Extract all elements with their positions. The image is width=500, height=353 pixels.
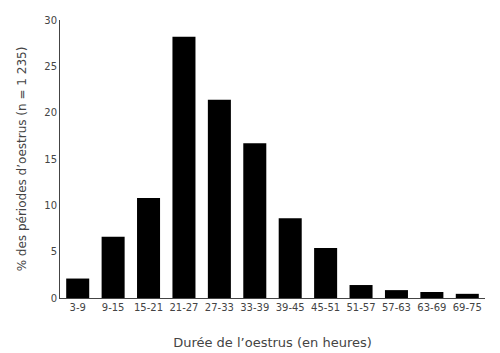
svg-text:45-51: 45-51 [311,302,340,313]
svg-text:3-9: 3-9 [70,302,86,313]
svg-text:63-69: 63-69 [417,302,446,313]
svg-text:% des périodes d’oestrus (n =: % des périodes d’oestrus (n = 1 235) [15,47,29,272]
svg-text:15-21: 15-21 [134,302,163,313]
svg-text:27-33: 27-33 [205,302,234,313]
svg-text:20: 20 [44,107,57,118]
svg-text:15: 15 [44,154,57,165]
svg-text:39-45: 39-45 [276,302,305,313]
svg-text:21-27: 21-27 [169,302,198,313]
svg-text:9-15: 9-15 [102,302,125,313]
svg-text:5: 5 [51,246,57,257]
svg-text:33-39: 33-39 [240,302,269,313]
svg-text:Durée de l’oestrus (en heures): Durée de l’oestrus (en heures) [173,335,372,350]
svg-text:57-63: 57-63 [382,302,411,313]
svg-text:10: 10 [44,200,57,211]
svg-text:30: 30 [44,15,57,26]
svg-text:51-57: 51-57 [347,302,376,313]
svg-text:69-75: 69-75 [453,302,482,313]
svg-text:0: 0 [51,293,57,304]
svg-text:25: 25 [44,61,57,72]
